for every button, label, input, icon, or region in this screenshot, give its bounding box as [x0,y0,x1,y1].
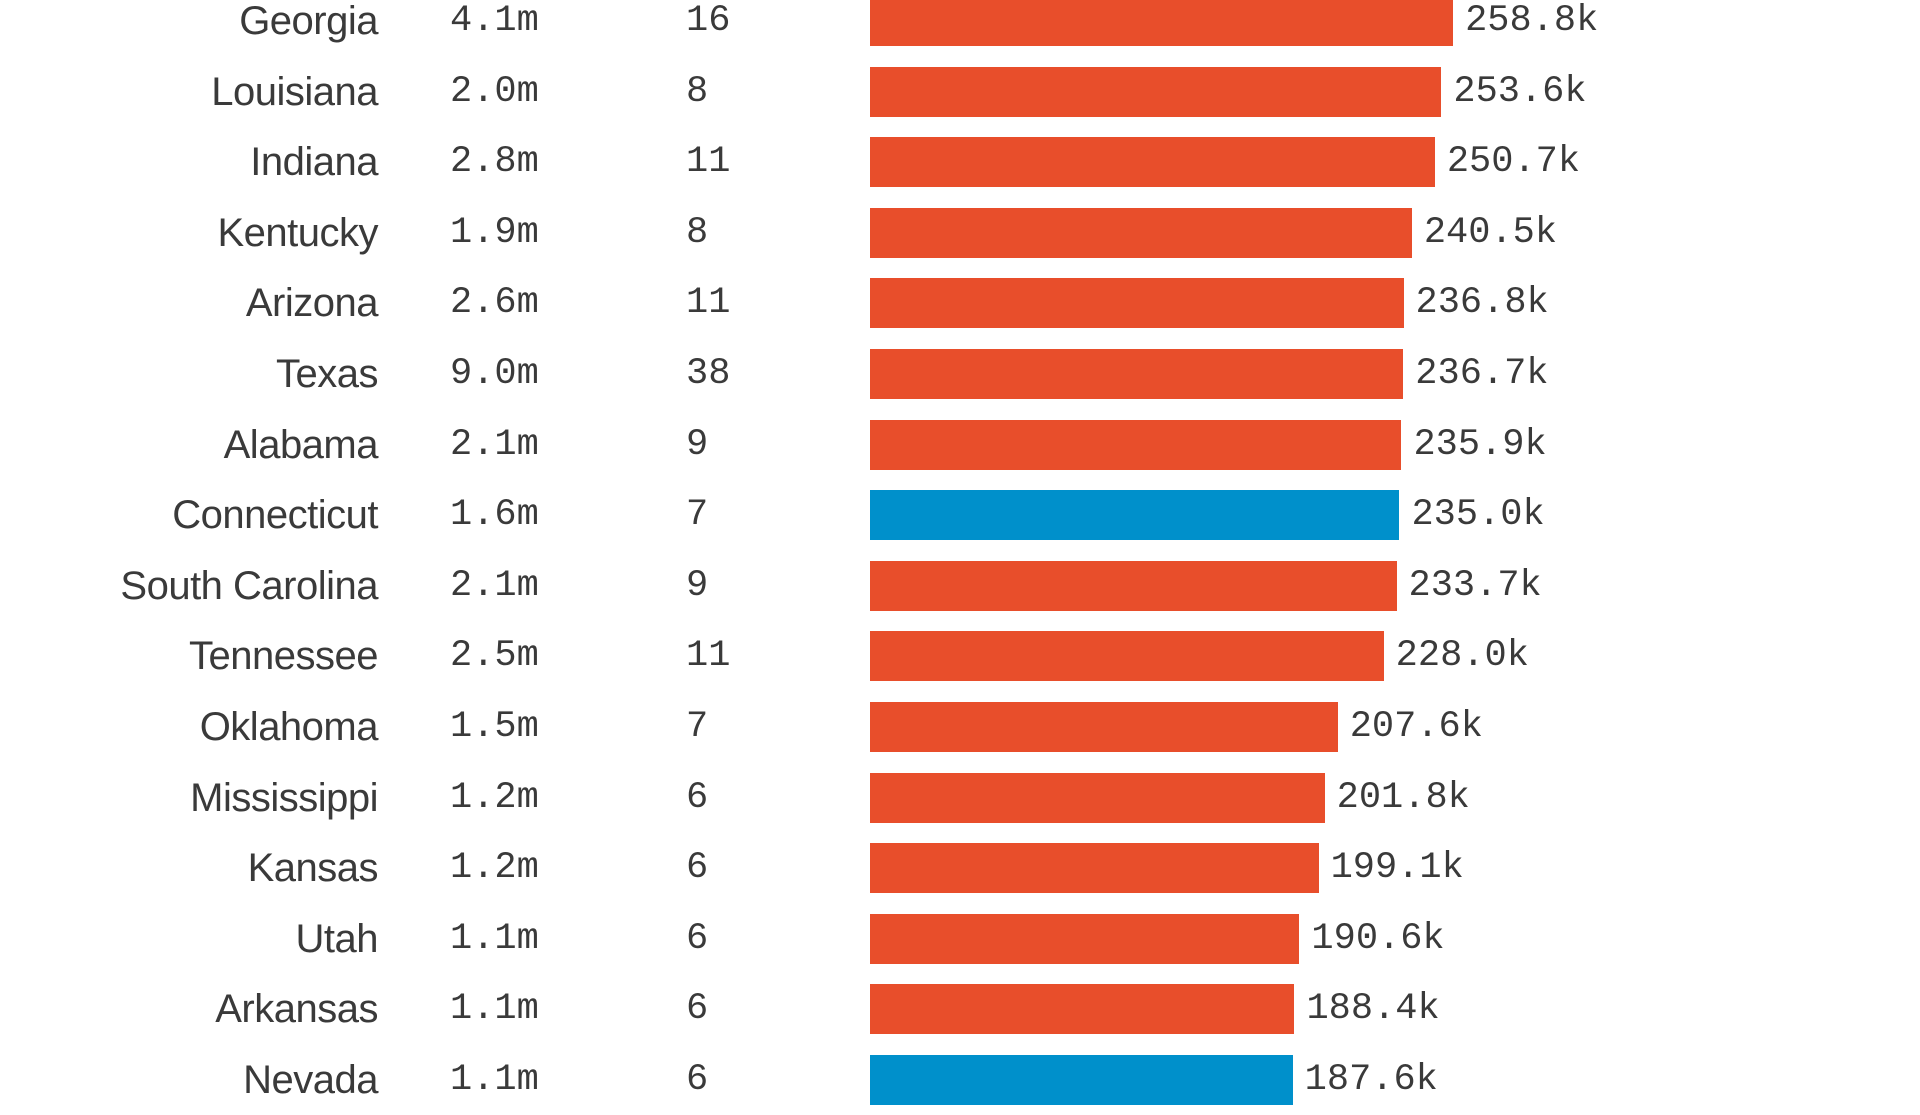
population-value: 2.1m [450,423,539,466]
bar-mark [870,490,1400,541]
electoral-votes-value: 6 [686,776,709,819]
state-label: Kentucky [217,210,378,255]
bar-mark [870,278,1404,329]
table-row: Arkansas 1.1m 6 188.4k [0,974,1920,1044]
table-row: Texas 9.0m 38 236.7k [0,339,1920,409]
bar-value-label: 235.0k [1411,494,1545,537]
table-row: Georgia 4.1m 16 258.8k [0,0,1920,56]
bar-value-label: 207.6k [1349,706,1483,748]
bar-mark [870,349,1404,399]
state-label: Utah [295,916,379,961]
population-value: 2.1m [450,564,539,607]
bar-value-label: 236.7k [1415,353,1549,395]
bar-mark [870,631,1384,682]
state-label: Nevada [243,1058,378,1102]
population-value: 1.1m [450,1059,539,1101]
state-label: Connecticut [172,493,378,538]
table-row: Kansas 1.2m 6 199.1k [0,833,1920,903]
state-label: Indiana [250,140,378,185]
table-row: Connecticut 1.6m 7 235.0k [0,480,1920,550]
bar-value-label: 228.0k [1395,635,1529,678]
population-value: 1.2m [450,847,539,890]
bar-mark [870,1055,1293,1105]
bar-mark [870,419,1402,470]
state-label: Arkansas [215,987,378,1032]
electoral-votes-value: 7 [686,494,709,537]
table-row: Nevada 1.1m 6 187.6k [0,1045,1920,1115]
state-label: Tennessee [189,634,378,679]
table-row: Utah 1.1m 6 190.6k [0,904,1920,974]
bar-mark [870,66,1442,117]
electoral-votes-value: 11 [686,282,731,325]
population-value: 2.5m [450,635,539,678]
bar-value-label: 253.6k [1453,70,1587,113]
table-row: Oklahoma 1.5m 7 207.6k [0,692,1920,762]
electoral-votes-value: 9 [686,423,709,466]
electoral-votes-value: 7 [686,706,709,748]
table-row: Tennessee 2.5m 11 228.0k [0,621,1920,691]
bar-value-label: 201.8k [1336,776,1470,819]
state-label: Louisiana [211,69,378,114]
table-row: Mississippi 1.2m 6 201.8k [0,763,1920,833]
bar-mark [870,207,1412,258]
bar-value-label: 187.6k [1304,1059,1438,1101]
bar-value-label: 250.7k [1446,141,1581,184]
bar-value-label: 236.8k [1415,282,1549,325]
state-label: Mississippi [190,775,378,820]
electoral-votes-value: 38 [686,353,731,395]
state-label: Kansas [247,846,379,891]
population-value: 1.2m [450,776,539,819]
state-label: Arizona [245,281,379,326]
population-value: 9.0m [450,353,539,395]
electoral-votes-value: 11 [686,141,731,184]
state-label: Texas [276,352,379,396]
population-value: 1.9m [450,211,539,254]
population-value: 1.1m [450,917,539,960]
table-row: Indiana 2.8m 11 250.7k [0,127,1920,197]
electoral-votes-value: 9 [686,564,709,607]
bar-mark [870,772,1325,823]
table-row: South Carolina 2.1m 9 233.7k [0,551,1920,621]
bar-mark [870,843,1319,894]
electoral-votes-value: 8 [686,70,709,113]
electoral-votes-value: 8 [686,211,709,254]
table-row: Kentucky 1.9m 8 240.5k [0,198,1920,268]
state-label: Alabama [223,422,379,467]
population-value: 2.0m [450,70,539,113]
table-row: Arizona 2.6m 11 236.8k [0,268,1920,338]
bar-mark [870,560,1397,611]
bar-value-label: 240.5k [1423,211,1558,254]
bar-mark [870,0,1454,46]
electoral-votes-value: 6 [686,988,709,1031]
population-value: 1.6m [450,494,539,537]
electoral-votes-value: 6 [686,917,709,960]
bar-mark [870,137,1435,188]
bar-value-label: 258.8k [1465,0,1599,42]
table-row: Alabama 2.1m 9 235.9k [0,410,1920,480]
state-label: South Carolina [120,563,378,608]
bar-mark [870,913,1300,964]
population-value: 1.5m [450,706,539,748]
population-value: 2.8m [450,141,539,184]
bar-mark [870,702,1338,752]
table-row: Louisiana 2.0m 8 253.6k [0,57,1920,127]
electoral-votes-value: 11 [686,635,731,678]
population-value: 4.1m [450,0,539,42]
population-value: 1.1m [450,988,539,1031]
bar-value-label: 190.6k [1311,917,1445,960]
bar-value-label: 188.4k [1306,988,1440,1031]
state-label: Oklahoma [199,705,379,749]
state-label: Georgia [239,0,378,43]
electoral-votes-value: 6 [686,847,709,890]
bar-value-label: 235.9k [1413,423,1547,466]
electoral-votes-value: 16 [686,0,731,42]
bar-value-label: 199.1k [1330,847,1464,890]
bar-value-label: 233.7k [1408,564,1542,607]
population-value: 2.6m [450,282,539,325]
bar-mark [870,984,1295,1035]
electoral-votes-value: 6 [686,1059,709,1101]
